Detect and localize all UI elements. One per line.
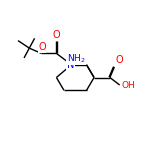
Text: N: N xyxy=(67,60,74,70)
Text: OH: OH xyxy=(121,81,135,90)
Text: NH: NH xyxy=(72,56,85,65)
Text: O: O xyxy=(116,55,123,66)
Text: O: O xyxy=(53,29,60,40)
Text: NH$_2$: NH$_2$ xyxy=(67,52,85,65)
Text: O: O xyxy=(38,42,46,52)
